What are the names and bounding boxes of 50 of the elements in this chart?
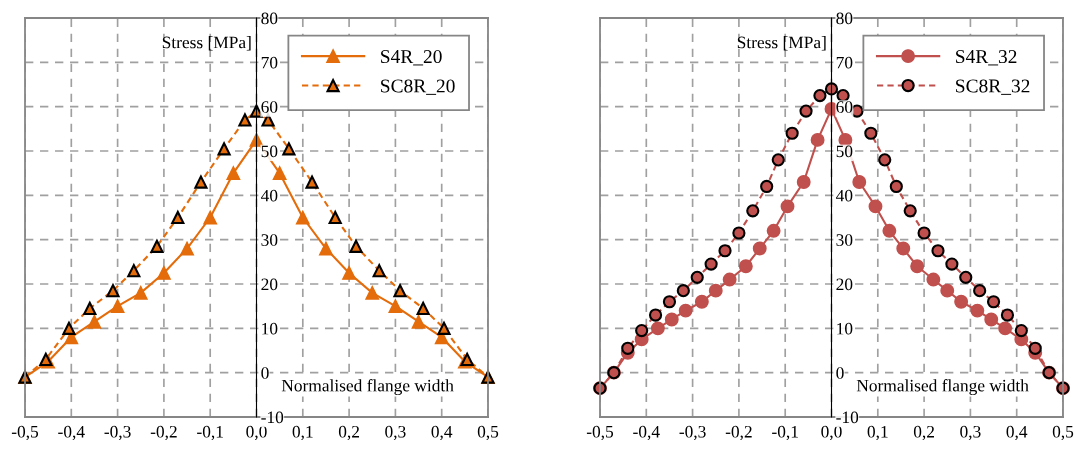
x-tick-label: -0,5 <box>586 425 614 441</box>
x-tick-label: 0,3 <box>385 425 406 441</box>
x-axis-title: Normalised flange width <box>281 379 454 396</box>
x-tick-label: 0,3 <box>960 425 981 441</box>
x-tick-label: -0,1 <box>197 425 223 441</box>
y-tick-label: 0 <box>261 367 269 379</box>
y-tick-label: 30 <box>836 234 853 246</box>
legend-label: S4R_20 <box>381 49 442 66</box>
legend-label: S4R_32 <box>956 50 1017 66</box>
y-tick-label: 20 <box>261 278 278 291</box>
y-tick-label: 10 <box>262 322 278 335</box>
y-tick-label: 70 <box>836 56 853 69</box>
x-tick-label: 0,4 <box>1006 425 1028 441</box>
x-tick-label: 0,5 <box>1052 425 1074 441</box>
x-tick-label: 0,2 <box>913 425 934 441</box>
y-tick-label: 60 <box>261 101 278 113</box>
x-tick-label: 0,0 <box>246 425 267 441</box>
x-tick-label: -0,2 <box>725 425 752 441</box>
x-tick-label: -0,3 <box>104 425 131 441</box>
y-tick-label: -10 <box>836 411 859 424</box>
y-tick-label: 20 <box>836 278 853 291</box>
x-tick-label: 0,1 <box>867 425 888 441</box>
y-tick-label: -10 <box>261 411 284 424</box>
y-tick-label: 30 <box>261 234 278 246</box>
y-tick-label: 0 <box>836 367 844 379</box>
y-tick-label: 50 <box>836 145 853 158</box>
y-tick-label: 40 <box>836 189 853 202</box>
x-tick-label: -0,2 <box>150 425 177 441</box>
x-axis-title: Normalised flange width <box>856 379 1029 396</box>
y-tick-label: 70 <box>261 56 278 69</box>
x-tick-label: 0,5 <box>477 425 499 441</box>
y-tick-label: 60 <box>836 101 853 113</box>
x-tick-label: -0,5 <box>11 425 39 441</box>
y-tick-label: 50 <box>261 145 278 158</box>
x-tick-label: 0,2 <box>338 425 359 441</box>
x-tick-label: -0,4 <box>633 425 660 441</box>
legend-label: SC8R_32 <box>956 79 1030 95</box>
x-tick-label: -0,4 <box>58 425 85 441</box>
x-tick-label: 0,4 <box>431 425 453 441</box>
legend-label: SC8R_20 <box>381 79 455 95</box>
x-tick-label: -0,3 <box>679 425 706 441</box>
y-tick-label: 10 <box>837 322 853 335</box>
y-tick-label: 40 <box>261 189 278 202</box>
y-axis-title: Stress [MPa] <box>162 36 251 51</box>
y-axis-title: Stress [MPa] <box>737 36 826 51</box>
y-tick-label: 80 <box>836 12 853 25</box>
x-tick-label: 0,0 <box>821 425 842 441</box>
x-tick-label: 0,1 <box>292 425 313 441</box>
x-tick-label: -0,1 <box>772 425 798 441</box>
y-tick-label: 80 <box>261 12 278 25</box>
